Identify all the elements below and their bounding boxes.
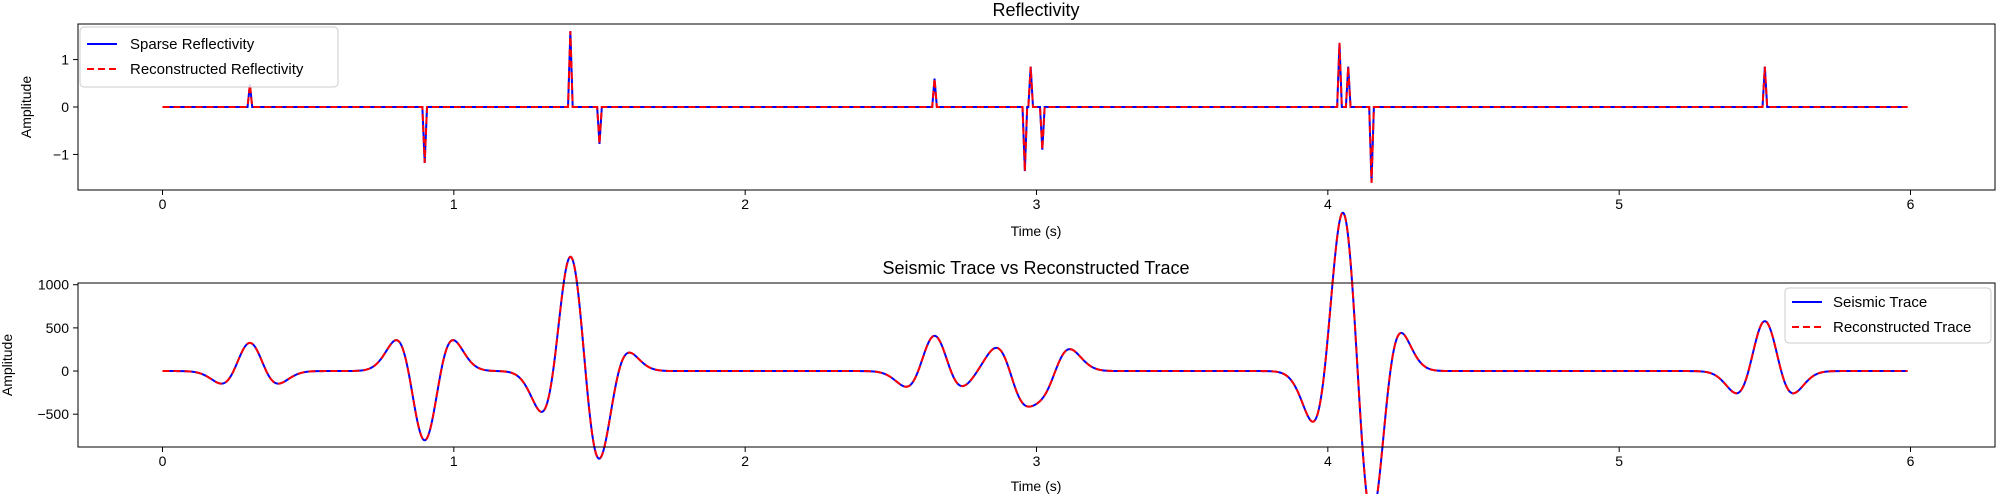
series-line: [162, 211, 1908, 494]
y-tick-label: 0: [61, 363, 69, 379]
x-axis: 0 1 2 3 4 5 6: [159, 190, 1915, 212]
x-tick-label: 0: [159, 453, 167, 469]
x-tick-label: 2: [741, 453, 749, 469]
legend-label: Sparse Reflectivity: [130, 36, 255, 53]
y-tick-label: −500: [37, 406, 69, 422]
series-line: [162, 31, 1908, 183]
legend-box: [79, 26, 339, 88]
y-tick-label: −1: [53, 146, 69, 162]
y-axis-label: Amplitude: [18, 76, 34, 138]
x-tick-label: 0: [159, 196, 167, 212]
chart-title: Seismic Trace vs Reconstructed Trace: [882, 258, 1189, 278]
x-tick-label: 1: [450, 196, 458, 212]
y-tick-label: 1: [61, 52, 69, 68]
x-tick-label: 2: [741, 196, 749, 212]
y-axis: −1 0 1: [53, 52, 78, 162]
y-axis-label: Amplitude: [0, 334, 15, 396]
x-tick-label: 4: [1324, 453, 1332, 469]
x-tick-label: 3: [1033, 453, 1041, 469]
legend-label: Seismic Trace: [1833, 294, 1927, 311]
y-tick-label: 500: [46, 320, 70, 336]
legend-label: Reconstructed Reflectivity: [130, 61, 304, 78]
x-tick-label: 6: [1907, 196, 1915, 212]
plot-frame: [77, 282, 1996, 448]
y-tick-label: 1000: [38, 277, 69, 293]
series-reconstructed-trace: [162, 211, 1908, 494]
x-axis-label: Time (s): [1011, 223, 1062, 239]
series-line: [162, 211, 1908, 494]
x-tick-label: 5: [1615, 196, 1623, 212]
x-axis-label: Time (s): [1011, 478, 1062, 494]
x-tick-label: 6: [1907, 453, 1915, 469]
series-reconstructed-reflectivity: [162, 31, 1908, 183]
series-seismic-trace: [162, 211, 1908, 494]
legend-box: [1784, 287, 1992, 344]
x-tick-label: 3: [1033, 196, 1041, 212]
x-axis: 0 1 2 3 4 5 6: [159, 447, 1915, 469]
legend: Sparse Reflectivity Reconstructed Reflec…: [79, 26, 339, 88]
reflectivity-panel: Reflectivity 0 1 2 3 4 5 6 −1 0 1 Time (s) Ampli…: [18, 0, 1996, 239]
x-tick-label: 1: [450, 453, 458, 469]
x-tick-label: 4: [1324, 196, 1332, 212]
legend-label: Reconstructed Trace: [1833, 319, 1971, 336]
chart-title: Reflectivity: [992, 0, 1079, 20]
seismic-trace-panel: Seismic Trace vs Reconstructed Trace 0 1 2…: [0, 211, 1996, 494]
y-axis: −500 0 500 1000: [37, 277, 78, 422]
legend: Seismic Trace Reconstructed Trace: [1784, 287, 1992, 344]
y-tick-label: 0: [61, 99, 69, 115]
x-tick-label: 5: [1615, 453, 1623, 469]
